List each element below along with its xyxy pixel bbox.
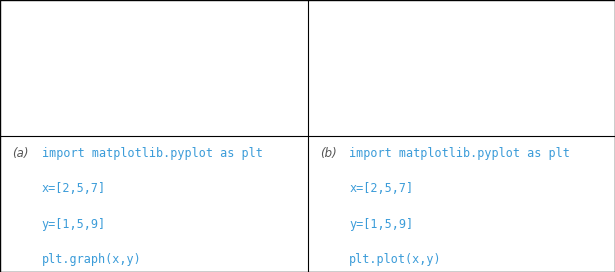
Text: x=[2,5,7]: x=[2,5,7] [349, 182, 413, 195]
Text: import matplotlib.pyplot as plt: import matplotlib.pyplot as plt [349, 147, 570, 160]
Text: y=[1,5,9]: y=[1,5,9] [42, 218, 106, 231]
Text: import matplotlib.pyplot as plt: import matplotlib.pyplot as plt [42, 147, 263, 160]
Text: plt.graph(x,y): plt.graph(x,y) [42, 253, 141, 266]
Text: x=[2,5,7]: x=[2,5,7] [42, 182, 106, 195]
Text: (b): (b) [320, 147, 336, 160]
Text: (a): (a) [12, 147, 29, 160]
Text: plt.plot(x,y): plt.plot(x,y) [349, 253, 442, 266]
Text: y=[1,5,9]: y=[1,5,9] [349, 218, 413, 231]
